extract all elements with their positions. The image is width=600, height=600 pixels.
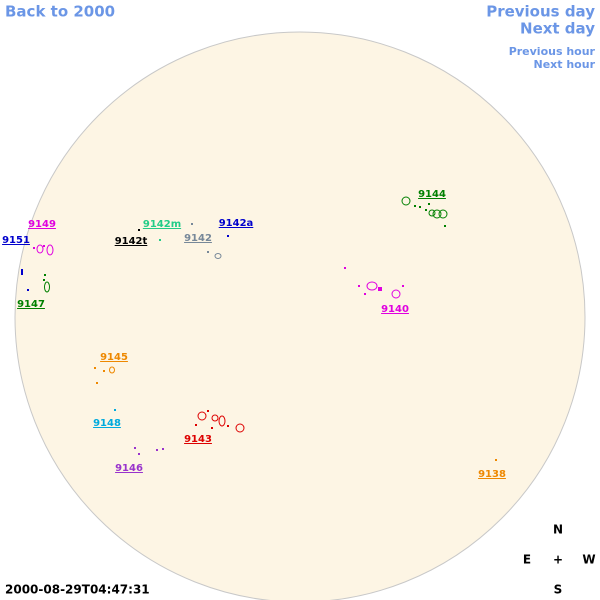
timestamp: 2000-08-29T04:47:31 [5,583,150,597]
region-label[interactable]: 9147 [17,299,45,310]
sunspot [218,415,226,427]
region-label[interactable]: 9142m [143,219,181,230]
sunspot [495,459,497,461]
region-label[interactable]: 9145 [100,352,128,363]
sunspot [419,206,421,208]
region-label[interactable]: 9148 [93,418,121,429]
region-label[interactable]: 9138 [478,469,506,480]
solar-disk [14,31,586,600]
sunspot [138,453,140,455]
sunspot [428,209,436,217]
sunspot [33,247,35,249]
sunspot [94,367,96,369]
sunspot [211,414,219,422]
sunspot [103,370,105,372]
sunspot [344,267,346,269]
region-label[interactable]: 9149 [28,219,56,230]
sunspot [96,382,98,384]
compass-center: + [553,553,563,567]
sunspot [358,285,360,287]
sunspot [227,425,229,427]
sunspot [432,209,442,219]
sunspot [46,244,54,256]
sunspot [114,409,116,411]
sunspot [428,203,430,205]
sunspot [402,285,404,287]
sunspot [191,223,193,225]
sunspot [21,269,23,275]
previous-day-link[interactable]: Previous day [486,3,595,21]
sunspot [391,289,401,299]
sunspot [156,449,158,451]
sunspot [43,279,45,281]
sunspot [444,225,446,227]
region-label[interactable]: 9143 [184,434,212,445]
sunspot [109,366,115,374]
back-link[interactable]: Back to 2000 [5,3,115,21]
sunspot [235,423,245,433]
compass-east: E [523,553,531,567]
region-label[interactable]: 9142 [184,233,212,244]
sunspot [207,410,209,412]
sunspot [207,251,209,253]
compass-south: S [554,583,563,597]
sunspot [195,424,197,426]
compass-north: N [553,523,563,537]
sunspot [438,209,448,219]
next-day-link[interactable]: Next day [520,20,595,38]
sunspot [36,244,44,254]
region-label[interactable]: 9140 [381,304,409,315]
sunspot [401,196,411,206]
region-label[interactable]: 9142a [219,218,254,229]
sunspot [364,293,366,295]
sunspot [43,245,45,247]
sunspot [414,205,416,207]
sunspot [227,235,229,237]
next-hour-link[interactable]: Next hour [534,58,596,71]
compass-west: W [582,553,595,567]
region-label[interactable]: 9142t [115,236,148,247]
region-label[interactable]: 9151 [2,235,30,246]
previous-hour-link[interactable]: Previous hour [509,45,596,58]
region-label[interactable]: 9144 [418,189,446,200]
sunspot [44,281,50,293]
sunspot [211,427,213,429]
sunspot [214,253,222,259]
sunspot [27,289,29,291]
sunspot [134,447,136,449]
region-label[interactable]: 9146 [115,463,143,474]
sunspot [425,209,427,211]
sunspot [159,239,161,241]
sunspot [162,448,164,450]
sunspot [366,281,378,291]
sunspot [378,287,382,291]
sunspot [138,229,140,231]
sunspot [44,274,46,276]
sunspot [197,411,207,421]
